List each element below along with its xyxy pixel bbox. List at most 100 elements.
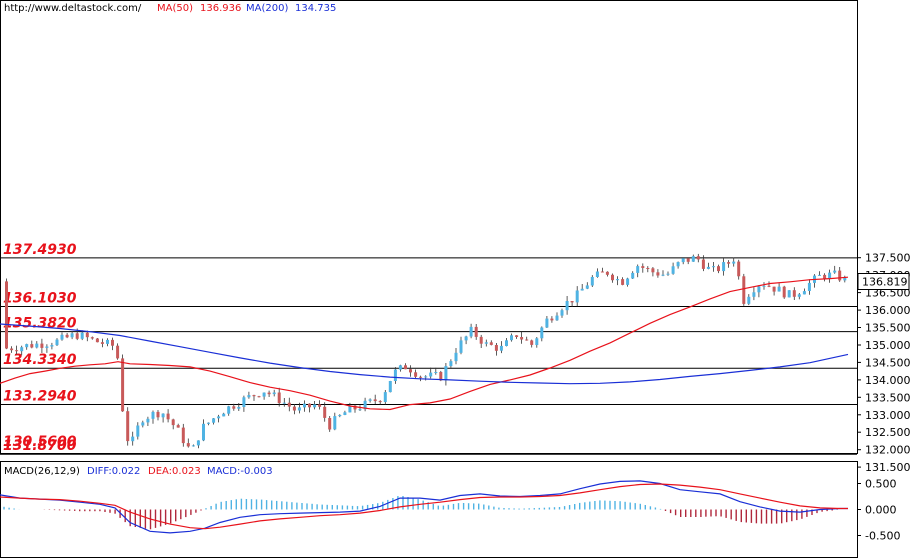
price-tick-label: 134.500 bbox=[865, 356, 910, 369]
candle-up bbox=[807, 282, 811, 291]
candlestick-series bbox=[5, 253, 847, 449]
candle-down bbox=[30, 344, 34, 348]
candle-down bbox=[378, 401, 382, 403]
candle-down bbox=[525, 339, 529, 341]
candle-up bbox=[136, 425, 140, 437]
candle-up bbox=[217, 416, 221, 419]
candle-up bbox=[575, 290, 579, 303]
macd-title: MACD(26,12,9) bbox=[4, 466, 80, 477]
candle-up bbox=[510, 335, 513, 341]
candle-up bbox=[297, 407, 301, 411]
candle-down bbox=[489, 342, 493, 345]
candle-up bbox=[797, 294, 801, 297]
candle-up bbox=[833, 270, 837, 273]
macd-diff: DIFF:0.022 bbox=[87, 466, 140, 477]
candle-up bbox=[196, 440, 200, 446]
candle-up bbox=[666, 273, 670, 275]
candle-up bbox=[25, 344, 29, 348]
candle-up bbox=[676, 262, 680, 267]
candle-up bbox=[338, 415, 342, 417]
candle-up bbox=[464, 336, 468, 341]
candle-up bbox=[545, 318, 549, 328]
candle-up bbox=[499, 345, 503, 351]
candle-up bbox=[535, 338, 539, 345]
level-label-2: 135.3820 bbox=[3, 316, 77, 332]
candle-down bbox=[742, 276, 746, 304]
macd-diff-line bbox=[0, 480, 848, 534]
candle-up bbox=[787, 290, 791, 298]
candle-down bbox=[641, 266, 645, 268]
candle-down bbox=[156, 411, 160, 418]
candle-up bbox=[691, 256, 695, 262]
candle-down bbox=[530, 340, 534, 345]
candle-down bbox=[318, 404, 322, 407]
candle-up bbox=[237, 407, 241, 409]
candle-up bbox=[616, 279, 619, 281]
candle-down bbox=[40, 343, 44, 348]
candle-up bbox=[828, 272, 832, 279]
candle-down bbox=[126, 411, 130, 442]
level-label-4: 133.2940 bbox=[3, 389, 77, 405]
candle-up bbox=[393, 369, 397, 381]
candle-down bbox=[267, 392, 271, 395]
candle-down bbox=[823, 274, 827, 279]
candle-down bbox=[621, 279, 625, 285]
candle-up bbox=[560, 310, 564, 316]
candle-down bbox=[717, 266, 720, 272]
candle-down bbox=[95, 338, 99, 343]
price-tick-label: 132.500 bbox=[865, 426, 910, 439]
candle-up bbox=[444, 366, 448, 381]
candle-up bbox=[762, 285, 766, 287]
macd-dea: DEA:0.023 bbox=[148, 466, 201, 477]
candle-down bbox=[166, 413, 170, 420]
candle-down bbox=[65, 334, 69, 338]
candle-up bbox=[358, 409, 362, 411]
candle-up bbox=[212, 418, 216, 423]
candle-down bbox=[176, 425, 180, 428]
candle-up bbox=[191, 445, 195, 447]
candle-up bbox=[207, 422, 210, 424]
candle-down bbox=[292, 406, 296, 411]
candle-down bbox=[90, 337, 94, 339]
candle-down bbox=[570, 301, 574, 303]
candle-down bbox=[686, 258, 690, 262]
candle-up bbox=[60, 334, 64, 340]
candle-up bbox=[484, 342, 488, 344]
candle-up bbox=[303, 403, 306, 408]
candle-up bbox=[565, 301, 569, 311]
candle-down bbox=[257, 396, 261, 398]
price-axis: 137.500137.000136.500136.000135.500135.0… bbox=[857, 252, 910, 543]
candle-up bbox=[272, 392, 276, 395]
macd-tick-label: 0.000 bbox=[865, 504, 897, 517]
candle-up bbox=[35, 343, 39, 348]
candle-down bbox=[419, 376, 423, 378]
candle-up bbox=[595, 271, 599, 277]
price-tick-label: 134.000 bbox=[865, 374, 910, 387]
candle-up bbox=[681, 258, 685, 263]
candle-up bbox=[146, 418, 150, 423]
price-tick-label: 137.500 bbox=[865, 252, 910, 265]
candle-down bbox=[328, 418, 332, 430]
candle-down bbox=[474, 326, 478, 337]
price-panel bbox=[0, 0, 858, 454]
candle-up bbox=[752, 292, 756, 297]
candle-down bbox=[414, 372, 418, 377]
candle-down bbox=[439, 372, 443, 381]
candle-up bbox=[671, 266, 675, 274]
price-tick-label: 132.000 bbox=[865, 444, 910, 457]
candle-down bbox=[515, 335, 519, 337]
macd-value: MACD:-0.003 bbox=[207, 466, 273, 477]
candle-up bbox=[459, 340, 463, 353]
candle-down bbox=[550, 318, 554, 321]
candle-down bbox=[600, 271, 604, 273]
candle-up bbox=[80, 332, 84, 339]
candle-up bbox=[661, 274, 665, 276]
candle-up bbox=[398, 365, 402, 370]
candle-up bbox=[282, 402, 286, 404]
candle-up bbox=[469, 326, 473, 337]
candle-up bbox=[555, 315, 559, 321]
candle-down bbox=[111, 339, 114, 346]
candle-down bbox=[121, 358, 125, 412]
candle-down bbox=[100, 342, 104, 344]
